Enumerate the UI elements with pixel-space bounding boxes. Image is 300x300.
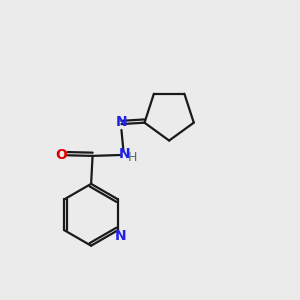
Text: N: N bbox=[119, 146, 130, 161]
Text: N: N bbox=[116, 115, 128, 129]
Text: O: O bbox=[55, 148, 67, 162]
Text: H: H bbox=[128, 151, 138, 164]
Text: N: N bbox=[114, 229, 126, 243]
